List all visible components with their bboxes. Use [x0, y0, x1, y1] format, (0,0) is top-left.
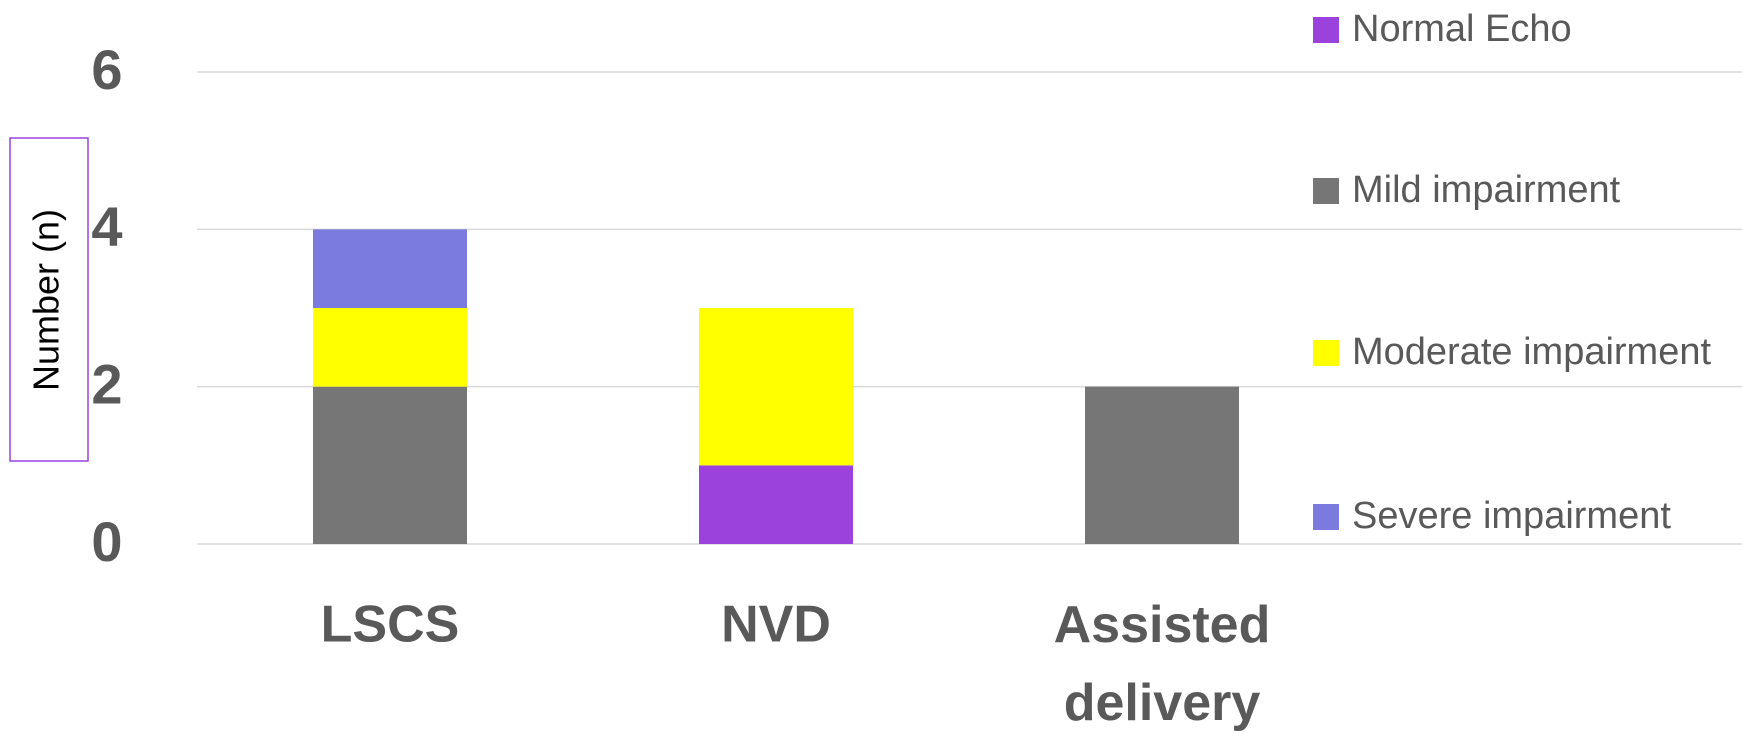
y-tick-label: 4: [91, 195, 122, 258]
legend-label: Severe impairment: [1352, 495, 1671, 537]
bar-segment: [313, 308, 467, 387]
bar-segment: [699, 308, 853, 466]
y-tick-label: 6: [91, 38, 122, 101]
x-tick-label: LSCS: [321, 596, 460, 654]
x-tick-label: Assisted delivery: [1054, 596, 1271, 732]
y-axis-label: Number (n): [26, 209, 67, 391]
legend-swatch: [1313, 504, 1339, 530]
x-tick-label: NVD: [721, 596, 831, 654]
y-tick-label: 0: [91, 510, 122, 573]
bar-segment: [1085, 386, 1239, 544]
bar-segment: [699, 465, 853, 544]
legend-swatch: [1313, 17, 1339, 43]
legend-label: Moderate impairment: [1352, 331, 1711, 373]
legend-label: Normal Echo: [1352, 8, 1572, 50]
bar-segment: [313, 386, 467, 544]
y-tick-label: 2: [91, 352, 122, 415]
y-label-box: [9, 137, 89, 462]
legend-label: Mild impairment: [1352, 169, 1621, 211]
legend-swatch: [1313, 178, 1339, 204]
bar-segment: [313, 229, 467, 308]
legend-swatch: [1313, 340, 1339, 366]
